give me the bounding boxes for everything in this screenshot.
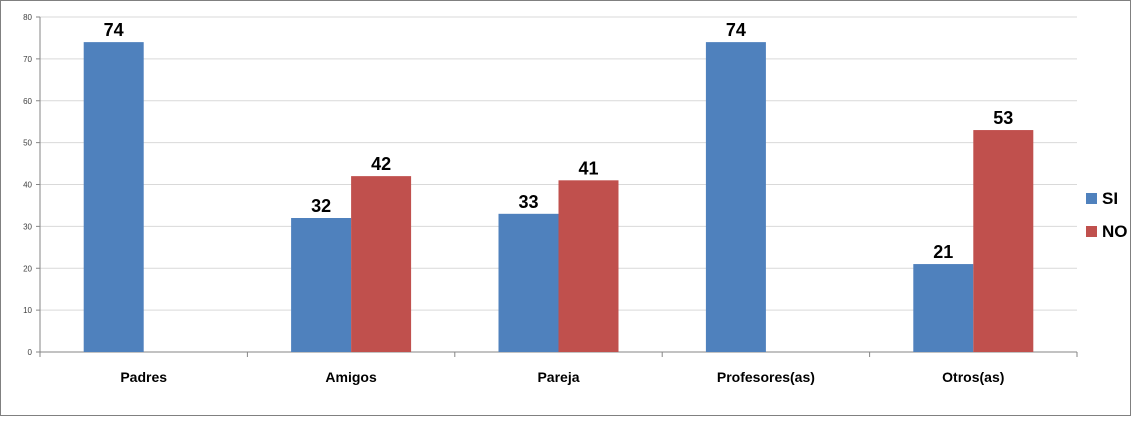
bars — [83, 42, 1034, 352]
data-label: 74 — [104, 20, 124, 40]
data-labels: 74 32 42 33 41 74 21 53 — [104, 20, 1014, 262]
x-category-label: Amigos — [325, 369, 377, 385]
y-tick-label: 0 — [28, 348, 33, 357]
bar-si — [913, 264, 974, 352]
axes: 0 10 20 30 40 50 60 70 80 Padres Amigos Pareja Profe… — [23, 13, 1078, 385]
x-category-label: Padres — [120, 369, 167, 385]
legend-swatch-no — [1086, 226, 1097, 237]
bar-no — [558, 180, 619, 352]
data-label: 21 — [933, 242, 953, 262]
bar-si — [498, 213, 559, 352]
y-tick-label: 80 — [23, 13, 32, 22]
data-label: 42 — [371, 154, 391, 174]
x-category-label: Profesores(as) — [717, 369, 815, 385]
legend-label-si: SI — [1102, 189, 1118, 208]
y-tick-label: 60 — [23, 97, 32, 106]
y-tick-label: 40 — [23, 181, 32, 190]
y-tick-label: 10 — [23, 306, 32, 315]
bar-si — [705, 42, 766, 352]
data-label: 32 — [311, 196, 331, 216]
x-category-label: Otros(as) — [942, 369, 1004, 385]
y-tick-label: 50 — [23, 139, 32, 148]
gridlines — [40, 16, 1077, 311]
y-tick-label: 70 — [23, 55, 32, 64]
data-label: 33 — [518, 192, 538, 212]
bar-no — [351, 176, 412, 352]
bar-si — [83, 42, 144, 352]
legend-swatch-si — [1086, 193, 1097, 204]
legend: SI NO — [1086, 189, 1128, 241]
legend-label-no: NO — [1102, 222, 1128, 241]
bar-si — [291, 218, 352, 352]
y-tick-label: 20 — [23, 264, 32, 273]
data-label: 74 — [726, 20, 746, 40]
bar-no — [973, 130, 1034, 352]
x-category-label: Pareja — [537, 369, 579, 385]
data-label: 53 — [993, 108, 1013, 128]
data-label: 41 — [578, 158, 598, 178]
y-tick-label: 30 — [23, 222, 32, 231]
